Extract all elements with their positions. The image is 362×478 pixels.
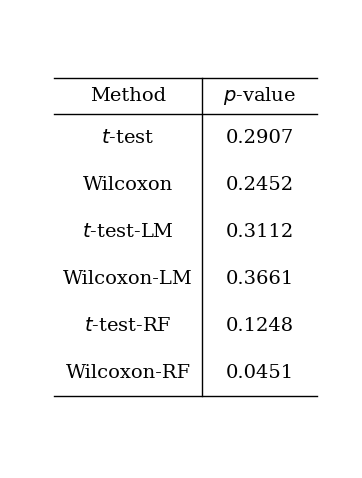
Text: 0.0451: 0.0451: [226, 363, 294, 381]
Text: Wilcoxon-LM: Wilcoxon-LM: [63, 270, 193, 288]
Text: 0.1248: 0.1248: [226, 316, 294, 335]
Text: Wilcoxon: Wilcoxon: [83, 176, 173, 194]
Text: 0.3112: 0.3112: [226, 223, 294, 241]
Text: Wilcoxon-RF: Wilcoxon-RF: [66, 363, 190, 381]
Text: 0.2907: 0.2907: [226, 129, 294, 147]
Text: $t$-test: $t$-test: [101, 129, 155, 147]
Text: $t$-test-RF: $t$-test-RF: [84, 316, 172, 335]
Text: $p$-value: $p$-value: [223, 85, 296, 107]
Text: 0.2452: 0.2452: [226, 176, 294, 194]
Text: 0.3661: 0.3661: [226, 270, 294, 288]
Text: $t$-test-LM: $t$-test-LM: [82, 223, 174, 241]
Text: Method: Method: [90, 87, 166, 105]
